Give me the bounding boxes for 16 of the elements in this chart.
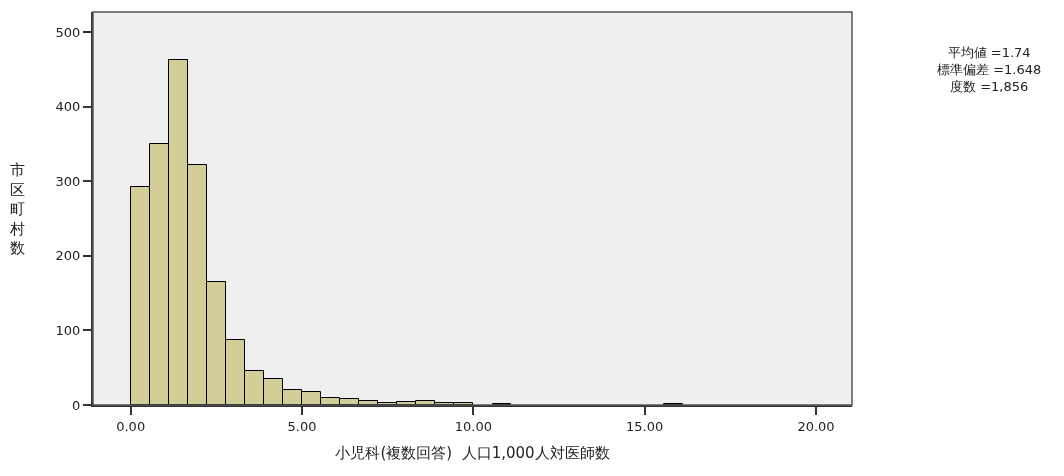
y-tick-label: 300 bbox=[55, 173, 81, 189]
y-tick-label: 400 bbox=[55, 99, 81, 115]
x-tick-label: 10.00 bbox=[454, 418, 492, 434]
text: 度数 =1,856 bbox=[950, 78, 1029, 94]
y-tick-label: 100 bbox=[55, 322, 81, 338]
y-tick-label: 200 bbox=[55, 248, 81, 264]
x-tick-label: 15.00 bbox=[626, 418, 664, 434]
text: 標準偏差 =1.648 bbox=[937, 61, 1042, 77]
y-axis-title: 市区町村数 bbox=[9, 161, 25, 257]
x-axis-title: 小児科(複数回答) 人口1,000人対医師数 bbox=[335, 444, 610, 463]
x-tick-label: 20.00 bbox=[797, 418, 835, 434]
text: 平均値 =1.74 bbox=[947, 45, 1031, 60]
x-tick-label: 5.00 bbox=[287, 418, 317, 434]
x-tick-label: 0.00 bbox=[116, 418, 146, 434]
y-tick-label: 0 bbox=[72, 397, 81, 413]
y-tick-label: 500 bbox=[55, 24, 81, 40]
